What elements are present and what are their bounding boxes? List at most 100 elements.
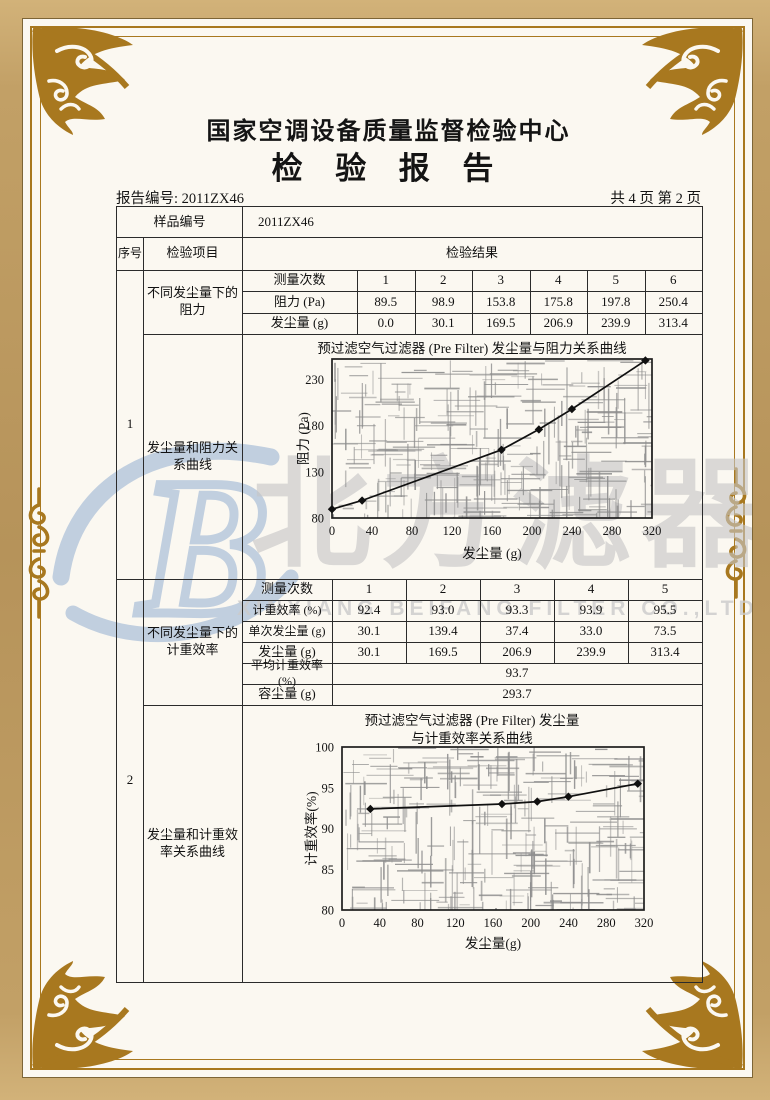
cell: 5 [661, 581, 669, 597]
svg-text:180: 180 [305, 419, 324, 433]
svg-text:160: 160 [484, 916, 503, 930]
cell: 239.9 [601, 315, 631, 331]
cell: 93.3 [505, 602, 529, 618]
cell: 313.4 [658, 315, 688, 331]
cell: 95.5 [653, 602, 677, 618]
svg-text:200: 200 [523, 524, 542, 538]
cell: 2 [439, 581, 447, 597]
col-header-seq: 序号 [117, 245, 142, 260]
cell: 73.5 [653, 623, 677, 639]
svg-text:240: 240 [563, 524, 582, 538]
row-label: 测量次数 [273, 272, 326, 288]
cell: 139.4 [428, 623, 458, 639]
section1-seq: 1 [126, 416, 134, 432]
cell: 92.4 [357, 602, 381, 618]
section2-seq: 2 [126, 772, 134, 788]
row-label: 单次发尘量 (g) [248, 623, 326, 638]
svg-text:80: 80 [322, 904, 335, 918]
cell: 206.9 [502, 644, 532, 660]
row-label: 容尘量 (g) [258, 686, 316, 702]
svg-text:发尘量 (g): 发尘量 (g) [462, 546, 522, 561]
page-title: 检 验 报 告 [271, 151, 506, 186]
chart2-title-line2: 与计重效率关系曲线 [411, 731, 533, 746]
svg-text:320: 320 [643, 524, 662, 538]
brand-watermark-subtext: XINXIANG BEIFANG FILTER CO.,LTD. [237, 597, 753, 620]
col-header-result: 检验结果 [445, 245, 498, 261]
svg-text:100: 100 [315, 741, 334, 755]
merged-cell: 293.7 [502, 686, 532, 702]
cell: 153.8 [486, 293, 516, 309]
svg-text:40: 40 [366, 524, 379, 538]
svg-text:计重效率(%): 计重效率(%) [303, 791, 319, 865]
svg-text:80: 80 [312, 512, 325, 526]
cell: 169.5 [486, 315, 516, 331]
cell: 239.9 [576, 644, 606, 660]
report-meta-row: 报告编号: 2011ZX46 共 4 页 第 2 页 [116, 187, 701, 208]
sample-no-value: 2011ZX46 [258, 213, 314, 229]
results-table: 样品编号 2011ZX46 序号 检验项目 检验结果 1 不同发尘量下的阻力 发… [116, 206, 703, 983]
svg-text:130: 130 [305, 465, 324, 479]
cell: 93.9 [579, 602, 603, 618]
chart2-title-line1: 预过滤空气过滤器 (Pre Filter) 发尘量 [364, 713, 580, 728]
svg-text:240: 240 [559, 916, 578, 930]
svg-text:280: 280 [597, 916, 616, 930]
svg-text:320: 320 [635, 916, 654, 930]
resistance-vs-dust-chart: 80 130 180 230 0 40 80 120 160 200 240 280 320 发尘量 (g… [296, 356, 662, 561]
svg-text:阻力 (Pa): 阻力 (Pa) [296, 412, 311, 465]
cell: 93.0 [431, 602, 455, 618]
svg-text:95: 95 [322, 781, 335, 795]
svg-text:85: 85 [322, 863, 335, 877]
brand-watermark-text: 北方滤器 [251, 448, 753, 582]
svg-text:80: 80 [411, 916, 424, 930]
cell: 313.4 [650, 644, 680, 660]
col-header-item: 检验项目 [166, 245, 219, 261]
cell: 33.0 [579, 623, 603, 639]
svg-text:120: 120 [446, 916, 465, 930]
sample-no-label: 样品编号 [153, 213, 206, 229]
efficiency-vs-dust-chart: 80 85 90 95 100 0 40 80 120 160 200 240 280 320 发尘量(g)… [303, 741, 654, 952]
cell: 30.1 [431, 315, 455, 331]
row-label: 计重效率 (%) [252, 602, 322, 617]
section1-item-chart: 发尘量和阻力关系曲线 [146, 439, 238, 472]
cell: 0.0 [377, 315, 394, 331]
svg-text:80: 80 [406, 524, 419, 538]
svg-text:200: 200 [521, 916, 540, 930]
cell: 169.5 [428, 644, 458, 660]
svg-text:280: 280 [603, 524, 622, 538]
cell: 30.1 [357, 644, 381, 660]
cell: 3 [513, 581, 521, 597]
cell: 37.4 [505, 623, 529, 639]
cell: 5 [612, 272, 620, 288]
svg-text:0: 0 [339, 916, 345, 930]
page-indicator: 共 4 页 第 2 页 [610, 191, 701, 207]
report-paper: B 北方滤器 XINXIANG BEIFANG FILTER CO.,LTD. … [22, 18, 753, 1078]
svg-text:90: 90 [322, 822, 335, 836]
section2-item-chart: 发尘量和计重效率关系曲线 [146, 826, 238, 859]
cell: 175.8 [543, 293, 573, 309]
row-label: 平均计重效率 (%) [250, 657, 323, 688]
cell: 197.8 [601, 293, 631, 309]
svg-text:0: 0 [329, 524, 335, 538]
cell: 98.9 [431, 293, 455, 309]
document-content: 国家空调设备质量监督检验中心 检 验 报 告 报告编号: 2011ZX46 共 … [23, 19, 752, 1077]
cell: 206.9 [543, 315, 573, 331]
cell: 6 [670, 272, 677, 288]
row-label: 发尘量 (g) [258, 644, 316, 660]
svg-text:230: 230 [305, 373, 324, 387]
beifang-logo-watermark-icon: B [52, 435, 299, 659]
merged-cell: 93.7 [505, 665, 529, 681]
cell: 89.5 [374, 293, 398, 309]
row-label: 阻力 (Pa) [274, 293, 325, 309]
svg-text:40: 40 [374, 916, 387, 930]
svg-text:发尘量(g): 发尘量(g) [465, 936, 521, 951]
svg-text:160: 160 [483, 524, 502, 538]
row-label: 测量次数 [260, 581, 313, 597]
cell: 4 [587, 581, 595, 597]
section1-item-table: 不同发尘量下的阻力 [146, 285, 238, 317]
cell: 4 [555, 272, 562, 288]
cell: 30.1 [357, 623, 381, 639]
cell: 1 [365, 581, 373, 597]
cell: 2 [440, 272, 447, 288]
row-label: 发尘量 (g) [270, 315, 329, 331]
